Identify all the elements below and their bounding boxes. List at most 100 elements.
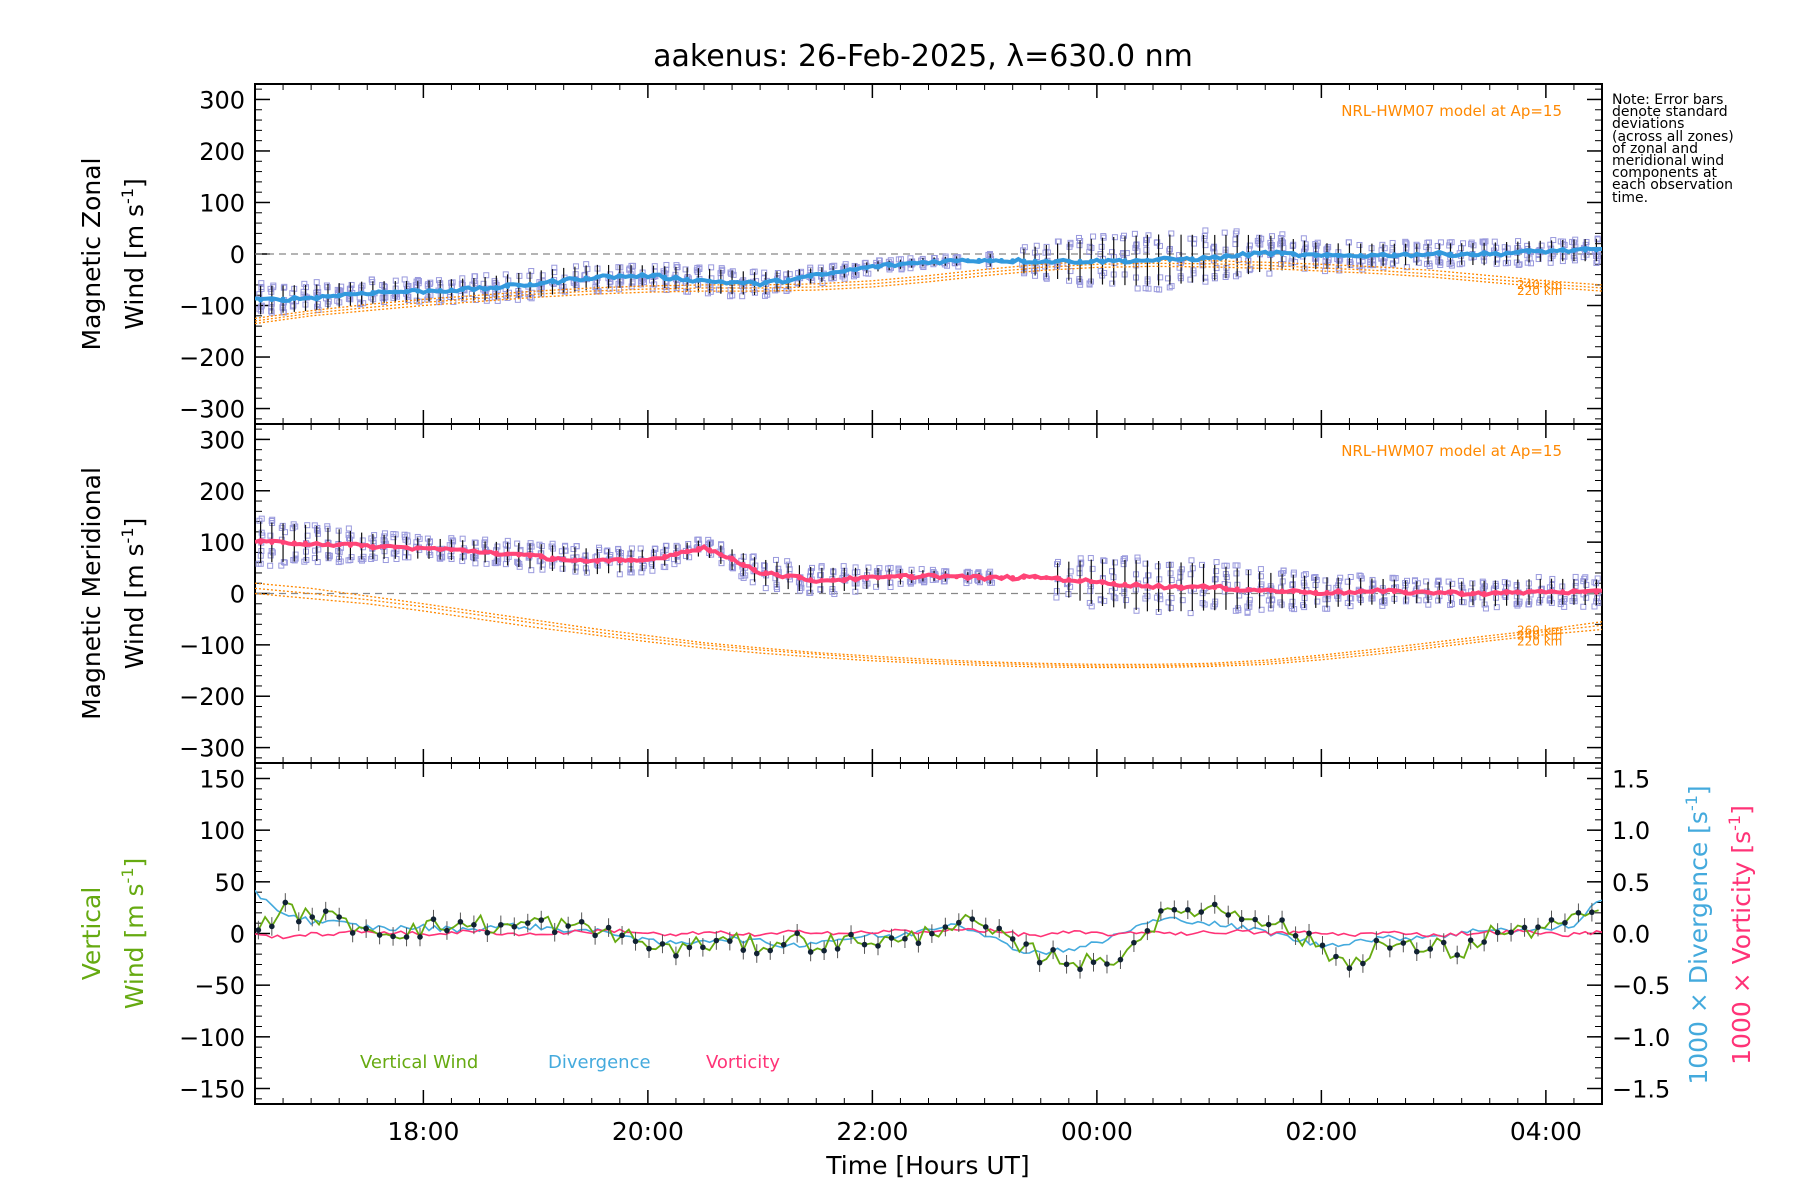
mean-wind-point — [572, 276, 578, 282]
zone-point — [424, 281, 431, 288]
zone-point — [360, 555, 367, 562]
zone-point — [1178, 566, 1185, 573]
zone-point — [368, 555, 375, 562]
zone-point — [674, 544, 681, 551]
mean-wind-point — [482, 286, 488, 292]
zone-point — [345, 525, 352, 532]
vertical-wind-point — [1360, 960, 1366, 967]
zone-point — [267, 532, 274, 539]
vertical-wind-point — [1467, 937, 1474, 943]
mean-wind-point — [1560, 248, 1566, 254]
zone-point — [1288, 603, 1295, 610]
vertical-wind-point — [915, 940, 922, 947]
mean-wind-point — [325, 293, 331, 299]
y2-tick-label: 0.5 — [1612, 869, 1650, 897]
mean-wind-point — [785, 277, 791, 283]
zone-point — [895, 567, 902, 574]
vertical-wind-point — [349, 930, 356, 936]
vertical-wind-point — [1589, 909, 1595, 916]
zone-point — [1154, 563, 1161, 570]
zone-point — [1446, 242, 1453, 249]
zone-point — [660, 268, 667, 275]
vertical-wind-point — [1252, 916, 1258, 923]
mean-wind-point — [437, 287, 443, 293]
zone-point — [1280, 256, 1287, 263]
vertical-wind-point — [1346, 965, 1353, 972]
mean-wind-point — [942, 258, 948, 264]
zone-point — [1088, 603, 1095, 610]
zone-point — [551, 264, 558, 271]
vertical-wind-point — [1494, 929, 1501, 936]
zone-point — [1266, 270, 1273, 277]
mean-wind-point — [1257, 587, 1263, 593]
zone-point — [502, 541, 509, 548]
zone-point — [887, 579, 894, 586]
zone-point — [572, 271, 579, 278]
zone-point — [424, 535, 431, 542]
mean-wind-point — [1537, 589, 1543, 595]
zone-point — [402, 549, 409, 556]
zone-point — [728, 270, 735, 277]
mean-wind-point — [291, 296, 297, 302]
zone-point — [280, 284, 287, 291]
zone-point — [1300, 235, 1307, 242]
mean-wind-point — [1481, 251, 1487, 257]
y-tick-label: 50 — [214, 869, 245, 897]
zone-point — [1112, 595, 1119, 602]
zone-point — [1279, 578, 1286, 585]
zone-point — [1547, 241, 1554, 248]
vertical-wind-point — [821, 947, 827, 954]
zone-point — [705, 541, 712, 548]
mean-wind-point — [1560, 589, 1566, 595]
zone-point — [762, 585, 769, 592]
mean-wind-point — [650, 556, 656, 562]
mean-wind-point — [1403, 589, 1409, 595]
zone-point — [1322, 577, 1329, 584]
zone-point — [1121, 590, 1128, 597]
zone-point — [1268, 233, 1275, 240]
zone-point — [1053, 594, 1060, 601]
mean-wind-point — [965, 574, 971, 580]
note-line: deviations — [1612, 116, 1685, 133]
zone-point — [1143, 240, 1150, 247]
mean-wind-point — [673, 551, 679, 557]
zone-point — [382, 557, 389, 564]
vertical-wind-point — [430, 916, 437, 922]
zone-point — [1561, 603, 1568, 610]
zone-point — [1302, 244, 1309, 251]
model-label: 220 km — [1517, 284, 1562, 298]
mean-wind-point — [707, 278, 713, 284]
vertical-wind-point — [767, 947, 774, 954]
zone-point — [1389, 261, 1396, 268]
zone-point — [551, 269, 558, 276]
mean-wind-point — [1223, 585, 1229, 591]
zone-point — [1089, 565, 1096, 572]
mean-wind-point — [1212, 585, 1218, 591]
vertical-wind-point — [996, 925, 1003, 932]
zone-point — [303, 556, 310, 563]
mean-wind-point — [448, 547, 454, 553]
zone-point — [865, 564, 872, 571]
zone-point — [304, 522, 311, 529]
mean-wind-point — [976, 575, 982, 581]
mean-wind-point — [381, 544, 387, 550]
zone-point — [1177, 573, 1184, 580]
vertical-wind-point — [524, 920, 531, 926]
zone-point — [570, 546, 577, 553]
zone-point — [662, 546, 669, 553]
zone-point — [1345, 239, 1352, 246]
vertical-wind-point — [1548, 917, 1555, 923]
zone-point — [1446, 239, 1453, 246]
mean-wind-point — [1010, 258, 1016, 264]
zone-point — [572, 564, 579, 571]
label-part: ] — [120, 518, 149, 528]
zone-point — [258, 515, 265, 522]
mean-wind-point — [1245, 586, 1251, 592]
mean-wind-point — [1582, 589, 1588, 595]
mean-wind-point — [314, 294, 320, 300]
zone-point — [258, 280, 265, 287]
mean-wind-point — [864, 575, 870, 581]
vertical-wind-point — [1171, 906, 1178, 913]
zone-point — [1033, 242, 1040, 249]
mean-wind-point — [460, 547, 466, 553]
